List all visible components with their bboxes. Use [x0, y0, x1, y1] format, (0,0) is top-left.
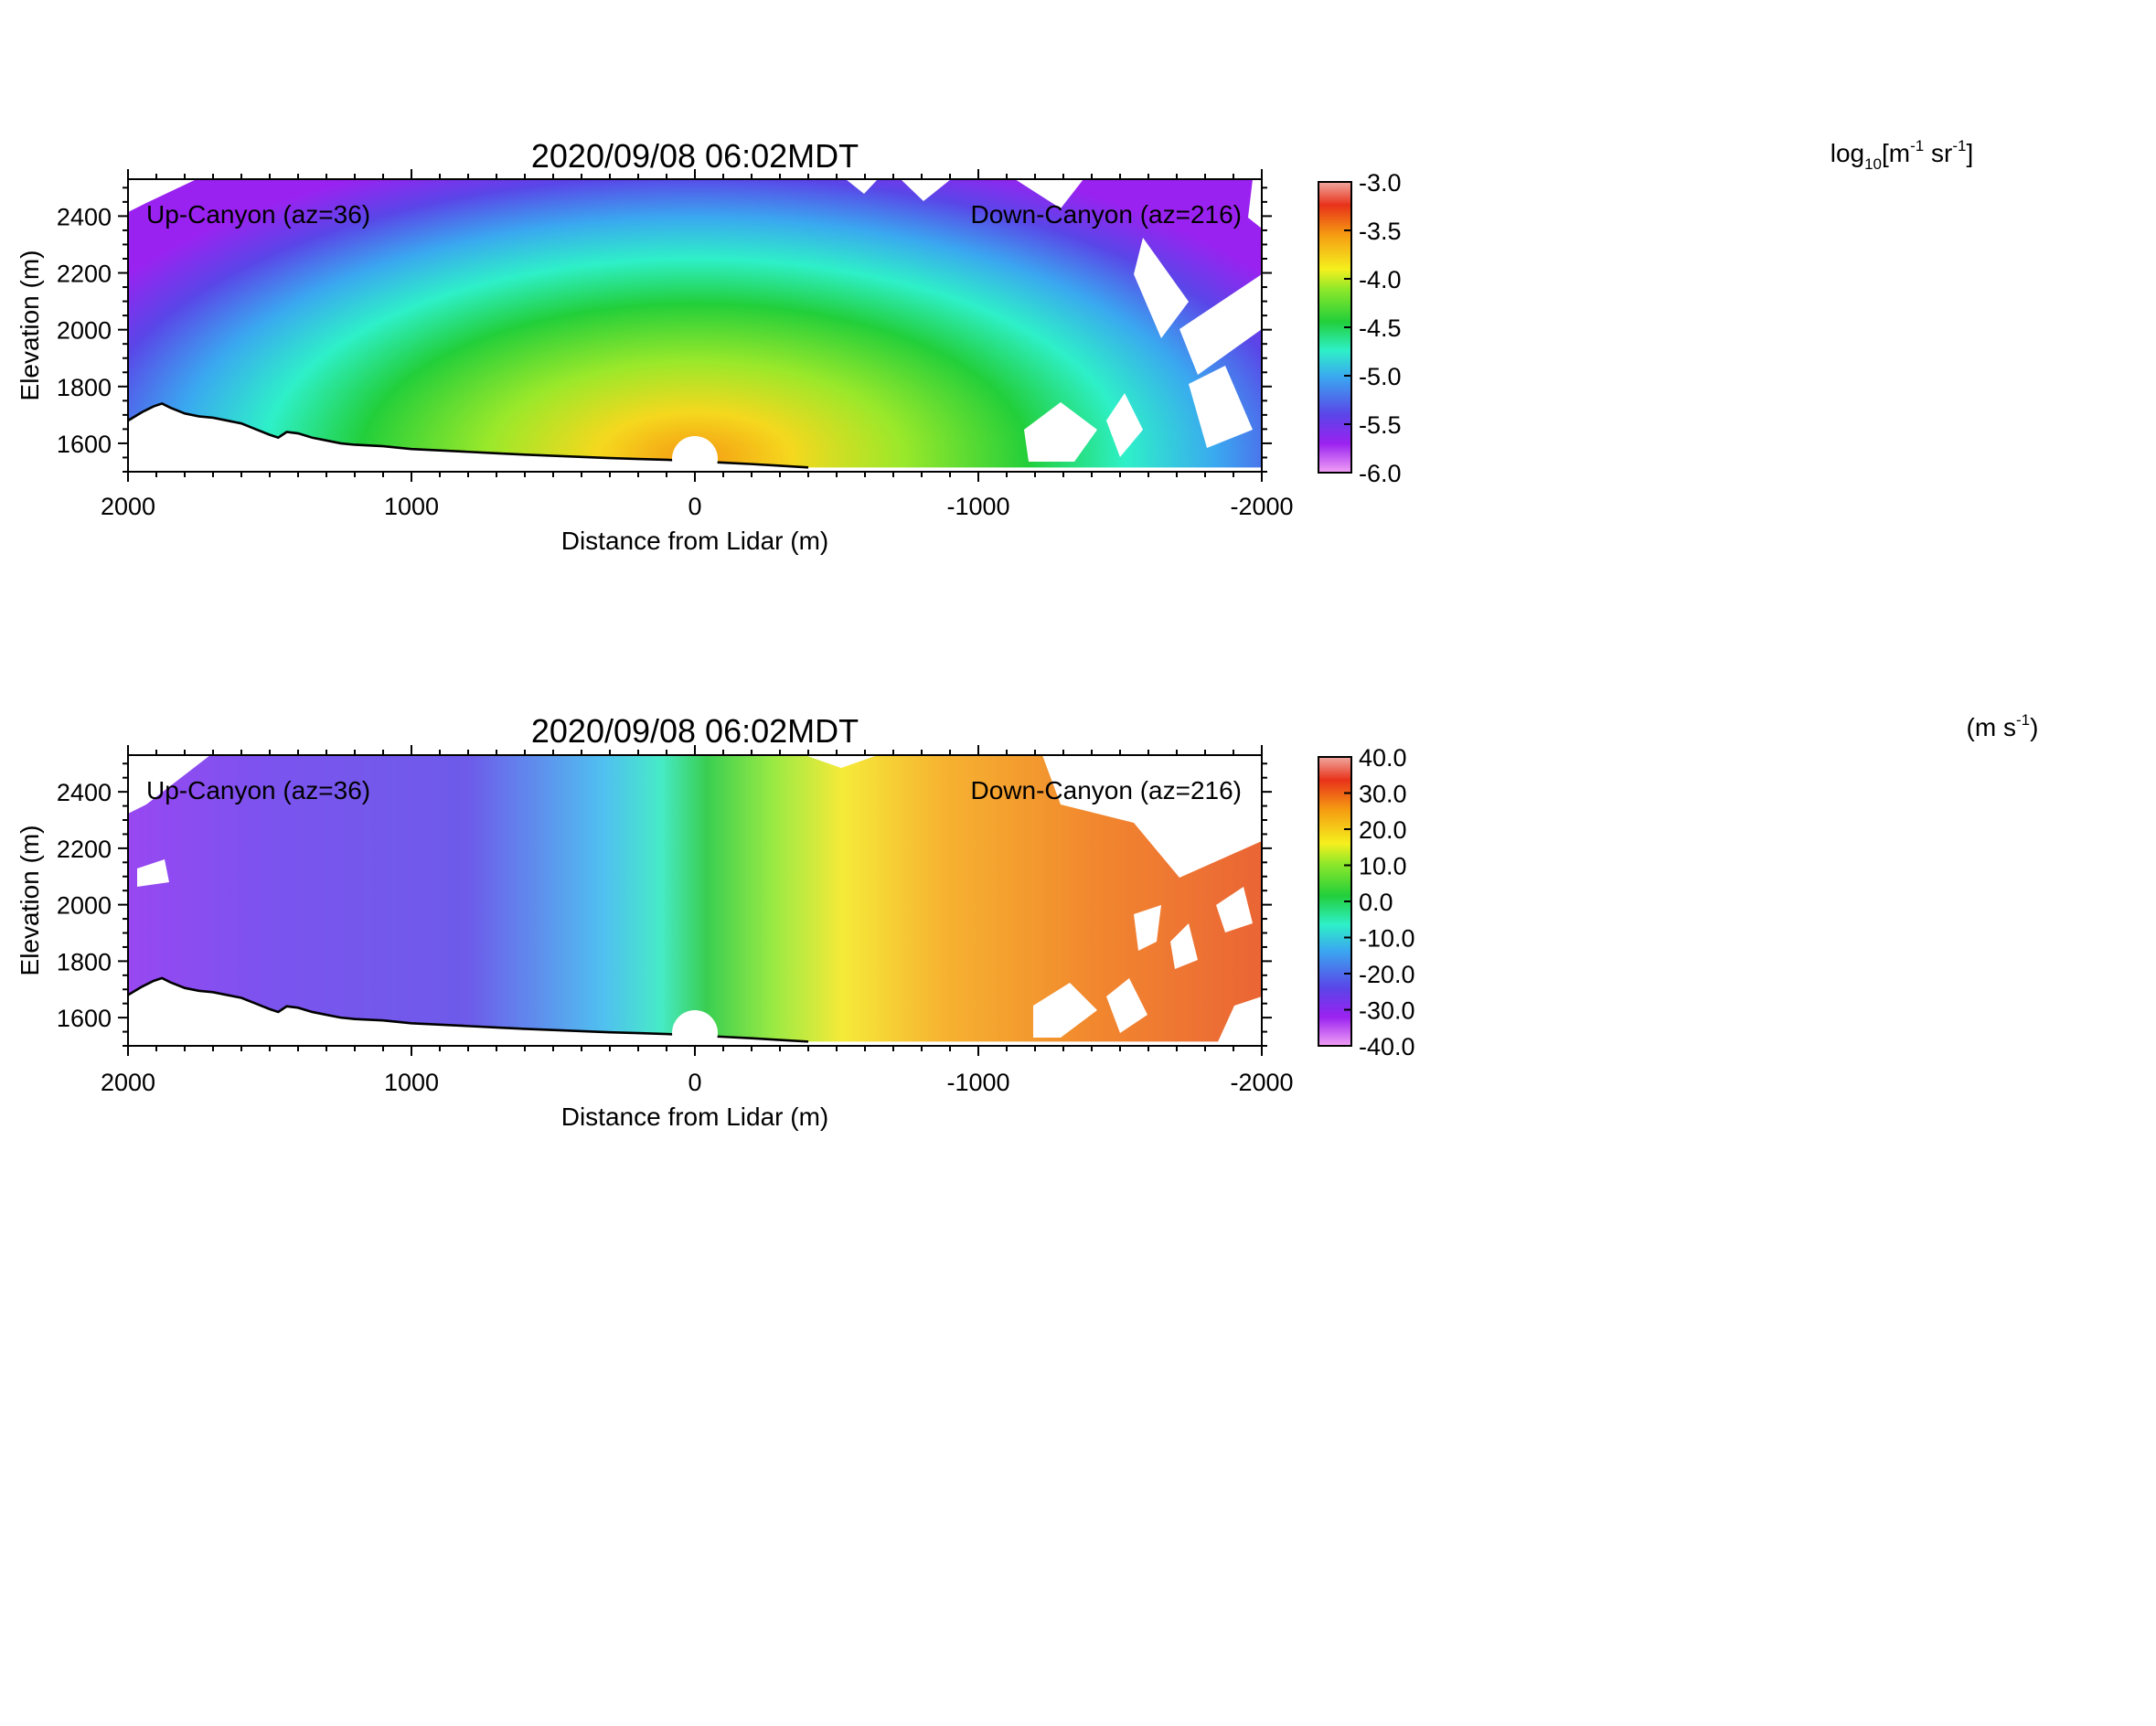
data-gap-7 — [128, 179, 197, 212]
y-axis-label: Elevation (m) — [16, 250, 44, 401]
colorbar-label-unit: ) — [2030, 713, 2038, 741]
colorbar-label-unit: ] — [1966, 139, 1973, 167]
x-tick-label: 2000 — [101, 1069, 155, 1096]
data-gap-9 — [901, 179, 951, 201]
data-field — [128, 755, 1262, 1046]
colorbar-tick-label: 30.0 — [1359, 781, 1407, 808]
data-gap-3 — [1024, 402, 1097, 462]
x-tick-label: 2000 — [101, 493, 155, 520]
x-tick-label: -1000 — [946, 1069, 1009, 1096]
colorbar-tick-label: -40.0 — [1359, 1033, 1415, 1060]
data-gap-1 — [1015, 179, 1083, 208]
x-tick-label: -1000 — [946, 493, 1009, 520]
chart-panel-1: 2000 1000 0 -1000 -2000 1600 1800 2000 2200 2400 2… — [16, 137, 1973, 555]
colorbar-label-superscript: -1 — [2016, 711, 2030, 729]
colorbar-tick-label: -4.5 — [1359, 314, 1402, 342]
colorbar-tick-label: -3.5 — [1359, 218, 1402, 245]
colorbar-tick-label: -3.0 — [1359, 169, 1402, 197]
x-tick-label: 0 — [688, 1069, 701, 1096]
annotation-up-canyon: Up-Canyon (az=36) — [146, 200, 370, 229]
y-tick-label: 2200 — [57, 836, 112, 863]
data-gap-4 — [1170, 923, 1198, 969]
data-gap-6 — [1033, 983, 1097, 1038]
x-tick-label: 0 — [688, 493, 701, 520]
colorbar-label: log10[m-1 sr-1] — [1830, 137, 1974, 173]
data-gap-3 — [1134, 905, 1161, 951]
colorbar-tick-label: -5.5 — [1359, 411, 1402, 439]
data-gap-9 — [805, 755, 878, 768]
data-gap-8 — [1216, 996, 1262, 1046]
ground-mask — [128, 977, 1262, 1046]
x-tick-label: 1000 — [384, 493, 439, 520]
data-gap-6 — [1189, 366, 1253, 448]
y-tick-label: 1800 — [57, 948, 112, 975]
annotation-up-canyon: Up-Canyon (az=36) — [146, 776, 370, 804]
colorbar-label-superscript: -1 — [1910, 137, 1924, 154]
lidar-blind-zone — [672, 1010, 718, 1046]
colorbar-tick-label: -5.0 — [1359, 363, 1402, 390]
x-axis-label: Distance from Lidar (m) — [561, 527, 829, 555]
annotation-down-canyon: Down-Canyon (az=216) — [971, 200, 1243, 229]
y-tick-label: 1600 — [57, 431, 112, 458]
colorbar-tick-label: 0.0 — [1359, 889, 1393, 916]
y-tick-label: 2400 — [57, 779, 112, 806]
colorbar: 40.0 30.0 20.0 10.0 0.0 -10.0 -20.0 -30.0 -40.0 (… — [1318, 711, 2038, 1060]
data-gap-2 — [1134, 238, 1189, 338]
x-tick-label: -2000 — [1230, 1069, 1293, 1096]
data-gap-5 — [1216, 887, 1253, 932]
colorbar-label-base: log — [1830, 139, 1864, 167]
lidar-blind-zone — [672, 436, 718, 472]
colorbar-label-subscript: 10 — [1864, 155, 1882, 173]
ground-mask — [128, 403, 1262, 472]
data-gap-5 — [1179, 274, 1262, 375]
colorbar-tick-label: -20.0 — [1359, 961, 1415, 988]
terrain-line — [128, 402, 809, 469]
colorbar-label-unit: sr — [1924, 139, 1952, 167]
x-tick-label: 1000 — [384, 1069, 439, 1096]
colorbar-tick-label: -10.0 — [1359, 925, 1415, 953]
data-gap-0 — [1248, 179, 1262, 229]
chart-title: 2020/09/08 06:02MDT — [531, 137, 859, 175]
terrain-line — [128, 976, 809, 1043]
colorbar-tick-label: 40.0 — [1359, 744, 1407, 772]
x-tick-label: -2000 — [1230, 493, 1293, 520]
colorbar-label-base: (m s — [1967, 713, 2016, 741]
y-tick-label: 1800 — [57, 374, 112, 401]
colorbar-tick-label: 10.0 — [1359, 853, 1407, 880]
y-tick-label: 2000 — [57, 317, 112, 345]
x-axis-label: Distance from Lidar (m) — [561, 1103, 829, 1131]
y-tick-label: 1600 — [57, 1005, 112, 1032]
data-gap-8 — [846, 179, 878, 194]
colorbar-tick-label: -30.0 — [1359, 997, 1415, 1025]
annotation-down-canyon: Down-Canyon (az=216) — [971, 776, 1243, 804]
chart-panel-2: 2000 1000 0 -1000 -2000 1600 1800 2000 2200 2400 2… — [16, 711, 2038, 1131]
data-gap-0 — [128, 755, 210, 814]
colorbar-label-unit: [m — [1882, 139, 1910, 167]
colorbar-tick-label: -6.0 — [1359, 460, 1402, 487]
colorbar-tick-label: -4.0 — [1359, 266, 1402, 293]
colorbar-tick-label: 20.0 — [1359, 816, 1407, 844]
colorbar-label: (m s-1) — [1967, 711, 2039, 741]
data-gap-7 — [1106, 978, 1147, 1033]
backscatter-field — [128, 179, 1262, 472]
y-tick-label: 2400 — [57, 203, 112, 230]
data-gap-1 — [137, 859, 169, 887]
data-gap-2 — [1042, 755, 1262, 878]
chart-title: 2020/09/08 06:02MDT — [531, 712, 859, 750]
data-field — [128, 179, 1262, 472]
y-tick-label: 2200 — [57, 261, 112, 288]
data-gap-4 — [1106, 393, 1143, 457]
colorbar-label-superscript: -1 — [1952, 137, 1966, 154]
y-tick-label: 2000 — [57, 892, 112, 920]
y-axis-label: Elevation (m) — [16, 826, 44, 976]
